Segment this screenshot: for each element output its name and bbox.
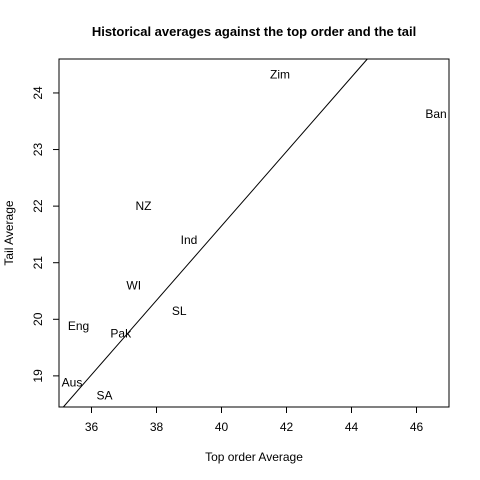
fit-line-group bbox=[62, 58, 368, 408]
chart-title: Historical averages against the top orde… bbox=[92, 24, 416, 39]
data-point-sa: SA bbox=[96, 389, 112, 403]
data-point-ban: Ban bbox=[425, 107, 446, 121]
data-point-eng: Eng bbox=[68, 319, 89, 333]
x-tick-label: 46 bbox=[410, 420, 424, 434]
x-tick-label: 38 bbox=[150, 420, 164, 434]
y-tick-label: 19 bbox=[31, 369, 45, 383]
y-tick-label: 23 bbox=[31, 143, 45, 157]
data-point-ind: Ind bbox=[181, 233, 198, 247]
plot-frame bbox=[58, 58, 450, 408]
y-tick-label: 20 bbox=[31, 312, 45, 326]
x-tick-label: 36 bbox=[85, 420, 99, 434]
x-tick-label: 42 bbox=[280, 420, 294, 434]
regression-line bbox=[62, 58, 368, 408]
data-point-wi: WI bbox=[126, 278, 141, 292]
x-tick-label: 44 bbox=[345, 420, 359, 434]
data-point-pak: Pak bbox=[110, 326, 132, 340]
data-point-sl: SL bbox=[172, 304, 187, 318]
x-axis-label: Top order Average bbox=[205, 450, 303, 464]
y-axis-label: Tail Average bbox=[2, 200, 16, 265]
y-tick-label: 21 bbox=[31, 256, 45, 270]
data-point-zim: Zim bbox=[270, 67, 290, 81]
data-point-nz: NZ bbox=[136, 199, 152, 213]
y-axis: 19 20 21 22 23 24 bbox=[31, 86, 60, 383]
points-group: Zim Ban NZ Ind WI SL Eng Pak Aus SA bbox=[62, 67, 447, 402]
data-point-aus: Aus bbox=[62, 376, 83, 390]
x-axis: 36 38 40 42 44 46 bbox=[85, 406, 424, 434]
y-tick-label: 24 bbox=[31, 86, 45, 100]
y-tick-label: 22 bbox=[31, 199, 45, 213]
x-tick-label: 40 bbox=[215, 420, 229, 434]
